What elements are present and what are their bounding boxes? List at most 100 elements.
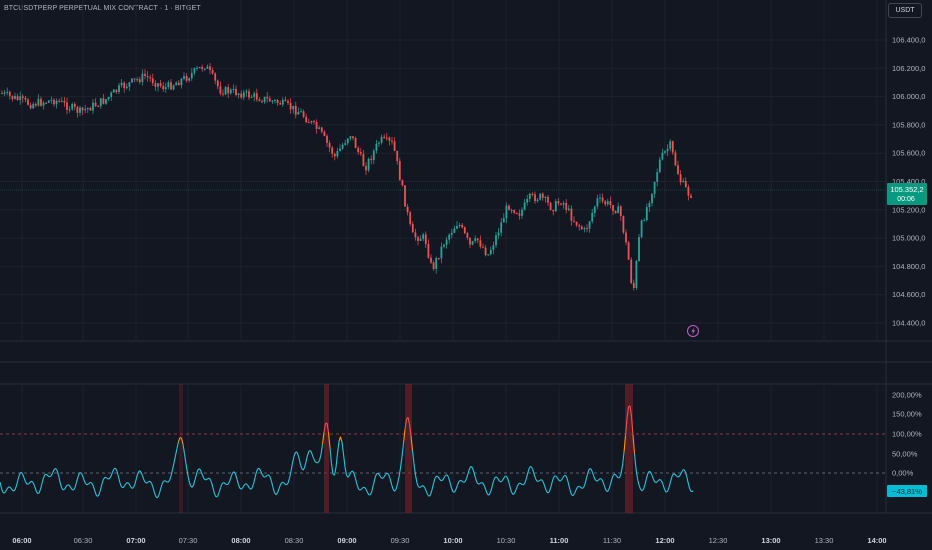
candle-body	[201, 66, 204, 69]
oscillator-segment	[358, 488, 361, 491]
candle-body	[149, 77, 152, 79]
oscillator-segment	[686, 477, 690, 485]
candle-body	[29, 104, 32, 109]
oscillator-segment	[535, 478, 538, 482]
oscillator-segment	[609, 478, 613, 485]
candle-body	[167, 82, 170, 88]
candle-body	[118, 85, 120, 92]
price-axis[interactable]: 106.400,0 106.200,0 106.000,0 105.800,0 105.…	[892, 36, 925, 328]
oscillator-value-label: −43,81%	[892, 487, 922, 496]
oscillator-segment	[124, 483, 127, 487]
oscillator-segment	[584, 478, 588, 485]
oscillator-value-badge	[887, 485, 927, 497]
oscillator-segment	[512, 492, 515, 496]
oscillator-segment	[621, 452, 625, 466]
currency-button[interactable]: USDT	[888, 3, 922, 18]
oscillator-segment	[81, 475, 85, 481]
candle-body	[547, 196, 549, 203]
candle-body	[640, 220, 643, 238]
oscillator-segment	[98, 489, 102, 495]
candle-body	[502, 218, 505, 223]
oscillator-segment	[303, 461, 307, 468]
candle-body	[448, 234, 451, 240]
oscillator-segment	[626, 406, 630, 419]
oscillator-segment	[653, 480, 656, 483]
candle-body	[45, 102, 48, 104]
candle-body	[638, 237, 640, 262]
oscillator-segment	[203, 478, 206, 481]
candle-body	[211, 69, 214, 74]
oscillator-segment	[177, 437, 181, 442]
time-tick-label: 12:00	[655, 536, 674, 545]
lightning-icon[interactable]	[687, 325, 699, 337]
oscillator-segment	[302, 467, 305, 471]
current-price-label: 105.352,2	[890, 185, 923, 194]
oscillator-segment	[425, 490, 429, 495]
oscillator-segment	[10, 487, 13, 491]
oscillator-segment	[418, 486, 421, 488]
candle-body	[206, 66, 209, 69]
oscillator-segment	[676, 475, 679, 478]
symbol-title: BTCUSDTPERP PERPETUAL MIX CONTRACT · 1 ·…	[4, 5, 201, 12]
oscillator-segment	[97, 494, 100, 497]
candle-body	[583, 228, 586, 230]
oscillator-segment	[244, 483, 247, 486]
candle-body	[328, 142, 331, 148]
oscillator-highlight-zone	[179, 384, 183, 513]
candle-body	[552, 209, 555, 212]
oscillator-segment	[446, 474, 449, 478]
candle-body	[151, 78, 154, 84]
time-tick-label: 07:30	[179, 536, 198, 545]
candle-body	[354, 138, 357, 149]
candle-body	[154, 83, 157, 87]
candle-body	[97, 105, 100, 107]
oscillator-segment	[251, 483, 255, 489]
oscillator-segment	[376, 472, 379, 475]
candle-body	[544, 196, 547, 198]
candle-body	[276, 100, 279, 104]
candle-body	[679, 174, 682, 183]
candle-body	[21, 96, 24, 98]
oscillator-segment	[478, 483, 481, 485]
oscillator-segment	[383, 474, 386, 478]
oscillator-segment	[644, 478, 648, 485]
oscillator-segment	[614, 473, 617, 477]
price-tick-label: 105.000,0	[892, 234, 925, 243]
candle-body	[336, 150, 339, 157]
oscillator-segment	[423, 486, 427, 491]
candle-body	[300, 111, 302, 113]
time-axis[interactable]: 06:00 06:30 07:00 07:30 08:00 08:30 09:00 09:30…	[12, 536, 886, 545]
oscillator-segment	[601, 478, 604, 483]
oscillator-segment	[479, 482, 482, 485]
oscillator-segment	[5, 487, 8, 492]
oscillator-segment	[554, 475, 557, 478]
candle-body	[8, 91, 11, 96]
oscillator-segment	[677, 475, 680, 478]
oscillator-segment	[598, 478, 601, 481]
candle-body	[177, 82, 180, 86]
oscillator-segment	[471, 467, 475, 473]
oscillator-segment	[61, 487, 64, 491]
oscillator-segment	[556, 476, 559, 480]
oscillator-segment	[31, 480, 34, 483]
oscillator-segment	[523, 482, 526, 486]
oscillator-segment	[4, 490, 7, 494]
oscillator-segment	[125, 482, 128, 484]
oscillator-segment	[65, 484, 68, 488]
candle-body	[11, 95, 14, 99]
oscillator-segment	[616, 475, 619, 479]
oscillator-segment	[573, 489, 577, 494]
candle-body	[365, 166, 367, 171]
candle-body	[450, 232, 453, 235]
oscillator-segment	[278, 484, 282, 490]
oscillator-segment	[505, 475, 508, 478]
oscillator-segment	[502, 477, 505, 481]
candle-body	[419, 238, 422, 241]
oscillator-segment	[157, 494, 160, 499]
candle-body	[326, 135, 328, 143]
oscillator-segment	[310, 450, 313, 455]
oscillator-axis[interactable]: 200,00% 150,00% 100,00% 50,00% 0,00%	[892, 391, 922, 478]
candle-body	[183, 76, 185, 79]
oscillator-segment	[560, 478, 563, 481]
